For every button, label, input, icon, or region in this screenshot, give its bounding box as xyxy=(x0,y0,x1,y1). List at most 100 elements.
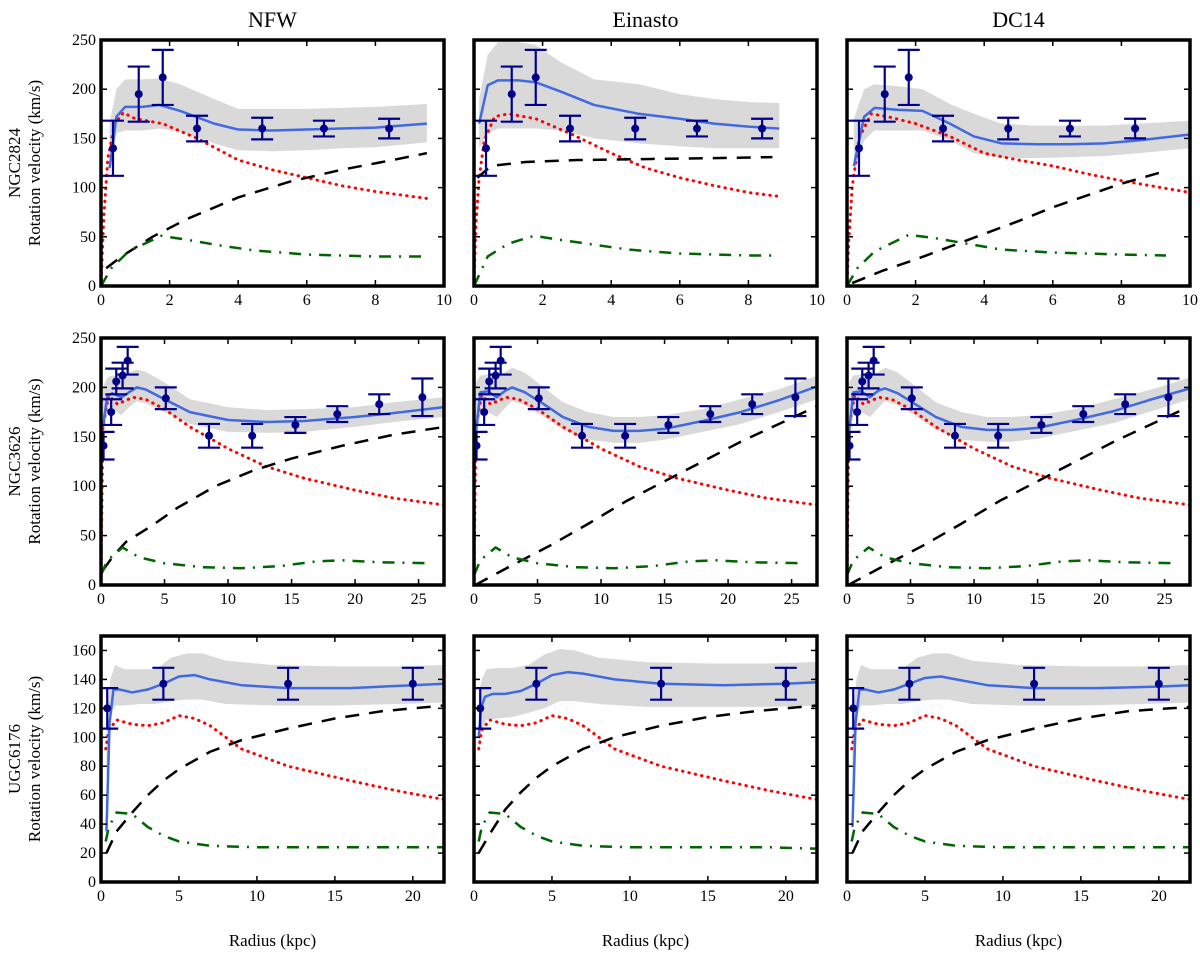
y-tick-label: 150 xyxy=(72,429,96,446)
data-point xyxy=(101,686,119,730)
data-marker xyxy=(1037,420,1046,429)
data-point xyxy=(751,117,774,140)
data-point xyxy=(152,666,175,701)
data-marker xyxy=(939,124,948,133)
data-point xyxy=(932,114,955,143)
y-axis-label: Rotation velocity (km/s) xyxy=(25,80,44,246)
data-point xyxy=(774,666,797,701)
gas-curve xyxy=(477,811,817,850)
data-marker xyxy=(621,431,630,440)
data-marker xyxy=(657,679,666,688)
data-marker xyxy=(258,124,267,133)
gas-curve xyxy=(847,233,1167,286)
plot-area xyxy=(474,649,817,854)
data-marker xyxy=(907,394,916,403)
data-marker xyxy=(853,408,862,417)
y-tick-label: 50 xyxy=(80,528,96,545)
gas-curve xyxy=(101,546,432,576)
total-fit-curve xyxy=(852,106,1190,167)
x-tick-label: 0 xyxy=(843,591,851,608)
data-point xyxy=(741,393,764,416)
panel-ngc3626-dc14 xyxy=(845,336,1192,587)
x-tick-label: 25 xyxy=(411,591,427,608)
data-point xyxy=(116,345,139,376)
panel-frame xyxy=(472,634,819,884)
y-tick-label: 60 xyxy=(80,787,96,804)
data-marker xyxy=(485,377,494,386)
x-tick-label: 2 xyxy=(912,292,920,309)
data-point xyxy=(489,345,512,376)
y-tick-label: 100 xyxy=(72,478,96,495)
data-point xyxy=(524,48,547,107)
data-point xyxy=(475,119,498,177)
total-fit-curve xyxy=(477,79,780,130)
data-marker xyxy=(1065,124,1074,133)
data-point xyxy=(186,114,209,143)
y-tick-label: 200 xyxy=(72,81,96,98)
dark-matter-halo-curve xyxy=(105,704,444,854)
data-point xyxy=(525,666,548,701)
data-point xyxy=(151,48,174,107)
uncertainty-band xyxy=(478,649,817,752)
data-point xyxy=(897,48,920,107)
gas-curve xyxy=(474,546,805,576)
x-tick-label: 4 xyxy=(234,292,242,309)
data-marker xyxy=(158,73,167,82)
y-tick-label: 140 xyxy=(72,671,96,688)
x-tick-label: 5 xyxy=(161,591,169,608)
x-tick-label: 10 xyxy=(966,591,982,608)
data-marker xyxy=(1164,393,1173,402)
gas-curve xyxy=(474,234,776,286)
data-point xyxy=(559,114,582,143)
column-title: NFW xyxy=(248,7,297,32)
panel-ugc6176-dc14 xyxy=(845,634,1192,884)
data-marker xyxy=(319,124,328,133)
data-marker xyxy=(855,144,864,153)
data-marker xyxy=(566,124,575,133)
stellar-disk-curve xyxy=(101,111,429,286)
data-point xyxy=(657,415,680,434)
y-tick-label: 0 xyxy=(88,874,96,891)
y-tick-label: 250 xyxy=(72,330,96,347)
data-marker xyxy=(291,420,300,429)
x-tick-label: 25 xyxy=(1157,591,1173,608)
y-tick-label: 40 xyxy=(80,816,96,833)
plot-area xyxy=(101,653,444,854)
dark-matter-halo-curve xyxy=(476,155,773,179)
data-marker xyxy=(869,356,878,365)
data-point xyxy=(277,666,300,701)
x-tick-label: 0 xyxy=(97,888,105,905)
plot-area xyxy=(101,345,444,585)
data-point xyxy=(614,422,637,449)
data-marker xyxy=(1004,124,1013,133)
x-tick-label: 0 xyxy=(97,292,105,309)
x-tick-label: 10 xyxy=(622,888,638,905)
x-tick-label: 0 xyxy=(843,292,851,309)
data-point xyxy=(401,666,424,701)
data-marker xyxy=(1154,679,1163,688)
dark-matter-halo-curve xyxy=(474,405,817,585)
data-point xyxy=(624,116,647,141)
data-point xyxy=(197,422,220,449)
x-tick-label: 10 xyxy=(593,591,609,608)
data-point xyxy=(1058,119,1081,138)
data-point xyxy=(943,422,966,449)
stellar-disk-curve xyxy=(104,714,444,802)
stellar-disk-curve xyxy=(477,714,817,802)
gas-curve xyxy=(104,811,444,849)
data-marker xyxy=(577,431,586,440)
x-axis-label: Radius (kpc) xyxy=(975,931,1062,950)
data-marker xyxy=(994,431,1003,440)
data-marker xyxy=(706,410,715,419)
x-tick-label: 10 xyxy=(1182,292,1198,309)
dark-matter-halo-curve xyxy=(851,705,1190,854)
panel-ngc2824-nfw xyxy=(99,38,446,288)
data-point xyxy=(650,666,673,701)
x-tick-label: 15 xyxy=(284,591,300,608)
data-marker xyxy=(159,679,168,688)
panel-frame xyxy=(845,38,1192,288)
data-marker xyxy=(1030,679,1039,688)
data-point xyxy=(987,422,1010,449)
data-point xyxy=(500,65,523,123)
x-tick-label: 4 xyxy=(980,292,988,309)
